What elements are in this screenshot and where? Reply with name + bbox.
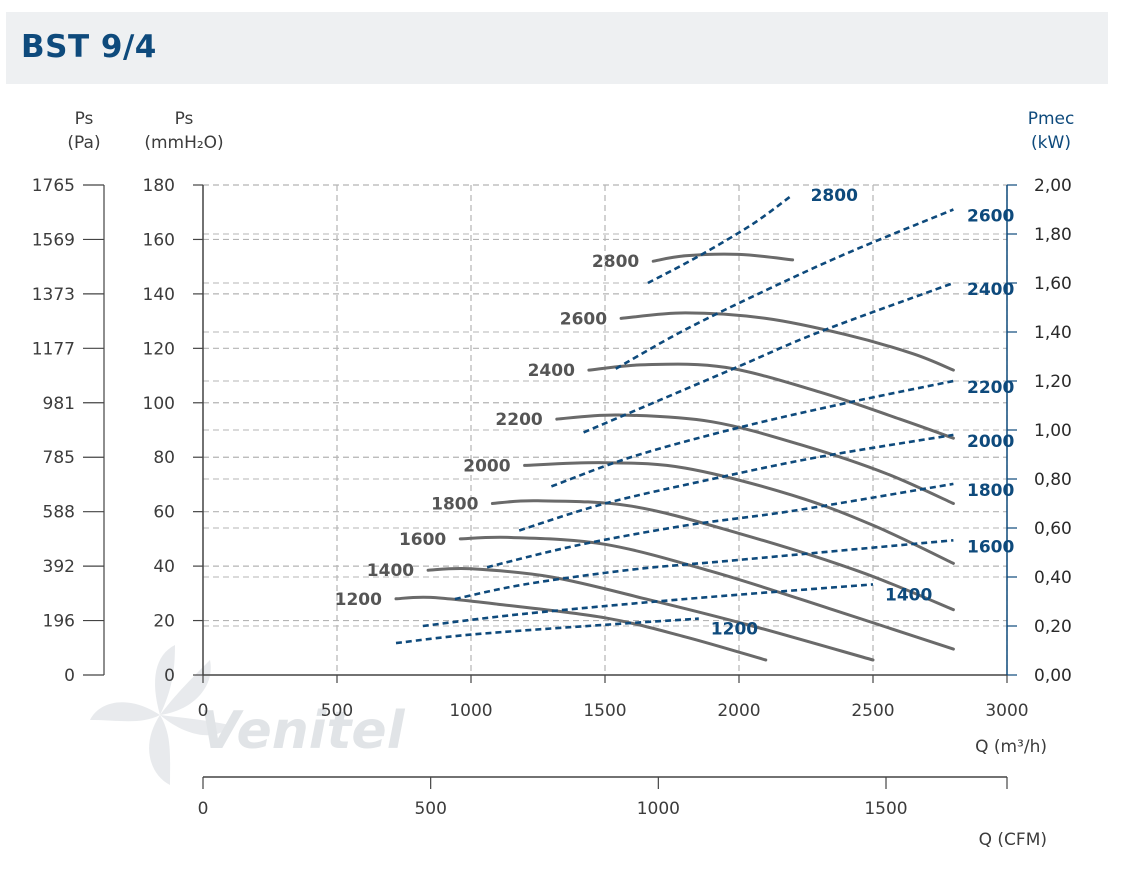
pa-tick-label: 785 [43,448,75,468]
x-tick-label: 0 [198,701,209,721]
power-curves [395,193,954,645]
power-tick-label: 1,80 [1034,225,1072,245]
power-curve-label-1600: 1600 [967,537,1014,557]
power-tick-label: 0,00 [1034,666,1072,686]
pressure-curve-2600 [619,311,955,372]
x-tick-label: 2000 [717,701,760,721]
power-curve-2800 [647,193,794,285]
power-curve-2200 [550,379,954,488]
pa-tick-label: 1569 [32,230,75,250]
pressure-curve-2400 [587,362,955,440]
power-curve-1400 [422,583,874,628]
x-tick-label: 1500 [583,701,626,721]
power-curve-label-2800: 2800 [811,186,858,206]
mm-tick-label: 60 [153,503,175,523]
power-tick-label: 1,20 [1034,372,1072,392]
power-curve-label-1800: 1800 [967,481,1014,501]
mm-tick-label: 120 [143,339,175,359]
power-tick-label: 1,00 [1034,421,1072,441]
pressure-curve-1400 [426,567,875,662]
pressure-curve-label-1800: 1800 [431,495,478,515]
power-tick-label: 2,00 [1034,176,1072,196]
power-curve-2400 [583,281,954,434]
power-curve-2600 [615,208,954,370]
power-curve-label-1200: 1200 [711,620,758,640]
pa-tick-label: 1177 [32,339,75,359]
mm-tick-label: 40 [153,557,175,577]
power-tick-label: 0,20 [1034,617,1072,637]
x-tick-label: 500 [321,701,353,721]
power-axis-title-line2: (kW) [1031,133,1071,153]
mm-tick-label: 0 [164,666,175,686]
pressure-curve-2200 [555,413,955,505]
mm-axis-title-line2: (mmH₂O) [144,133,223,153]
cfm-tick-label: 0 [198,799,209,819]
cfm-tick-label: 1500 [864,799,907,819]
power-curve-1200 [395,617,699,645]
power-axis-title-line1: Pmec [1028,109,1075,129]
x-axis-cfm-title: Q (CFM) [979,830,1047,850]
pa-tick-label: 588 [43,503,75,523]
pa-tick-label: 1765 [32,176,75,196]
x-tick-label: 1000 [449,701,492,721]
power-curve-label-2600: 2600 [967,207,1014,227]
pressure-curve-label-2800: 2800 [592,252,639,272]
pressure-curve-1200 [394,595,768,662]
pressure-curve-label-2200: 2200 [495,410,542,430]
pressure-curve-label-1400: 1400 [367,561,414,581]
pressure-curve-1800 [490,499,955,612]
pa-axis-title-line2: (Pa) [67,133,100,153]
mm-tick-label: 20 [153,612,175,632]
cfm-tick-label: 500 [414,799,446,819]
power-tick-label: 0,60 [1034,519,1072,539]
x-axis-title: Q (m³/h) [975,737,1047,757]
pressure-curves [394,252,955,662]
pa-tick-label: 981 [43,394,75,414]
power-curve-1600 [454,539,954,601]
mm-axis-title-line1: Ps [175,109,194,129]
labels: 1200 1400 1600 1800 2000 2200 2400 2600 2800 1200… [335,186,1015,640]
pressure-curve-label-1600: 1600 [399,530,446,550]
x-tick-label: 2500 [851,701,894,721]
watermark: Venitel [90,645,406,785]
pressure-curve-label-1200: 1200 [335,590,382,610]
pressure-curve-2800 [651,252,795,263]
grid [203,184,1008,675]
fan-blade-icon [90,645,230,785]
pressure-curve-label-2000: 2000 [463,456,510,476]
watermark-text: Venitel [200,701,406,761]
header-bar: BST 9/4 [6,12,1108,84]
mm-tick-label: 160 [143,230,175,250]
power-tick-label: 0,80 [1034,470,1072,490]
pressure-curve-2000 [523,461,955,565]
power-tick-label: 0,40 [1034,568,1072,588]
power-tick-label: 1,60 [1034,274,1072,294]
power-tick-label: 1,40 [1034,323,1072,343]
pressure-curve-1600 [458,535,955,651]
x-tick-label: 3000 [985,701,1028,721]
power-curve-label-2000: 2000 [967,432,1014,452]
mm-tick-label: 100 [143,394,175,414]
pa-tick-label: 1373 [32,285,75,305]
pa-tick-label: 0 [64,666,75,686]
axes: 0 196 392 588 785 981 1177 1373 1569 1765 0 20 40 60 8… [32,109,1075,850]
cfm-tick-label: 1000 [637,799,680,819]
power-curve-2000 [518,433,954,532]
mm-tick-label: 180 [143,176,175,196]
pa-tick-label: 392 [43,557,75,577]
pa-axis-title-line1: Ps [75,109,94,129]
mm-tick-label: 140 [143,285,175,305]
power-curve-label-1400: 1400 [885,585,932,605]
pa-tick-label: 196 [43,612,75,632]
mm-tick-label: 80 [153,448,175,468]
power-curve-label-2200: 2200 [967,378,1014,398]
power-curve-1800 [486,482,954,569]
pressure-curve-label-2600: 2600 [560,309,607,329]
pressure-curve-label-2400: 2400 [528,361,575,381]
page-title: BST 9/4 [21,29,157,65]
power-curve-label-2400: 2400 [967,280,1014,300]
